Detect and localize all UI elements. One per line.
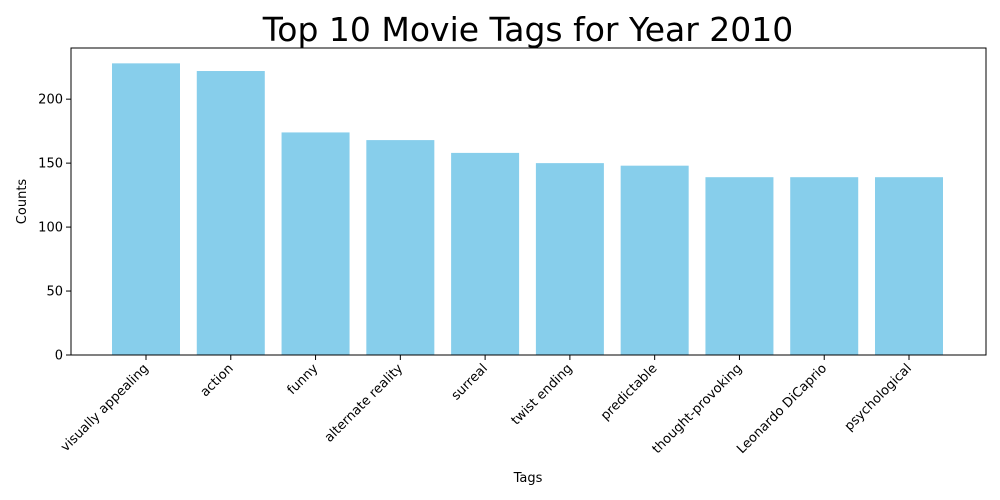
y-tick-label: 200 bbox=[38, 93, 63, 108]
y-tick-label: 0 bbox=[55, 349, 63, 364]
bar-visually-appealing bbox=[112, 63, 180, 355]
bar-twist-ending bbox=[535, 163, 604, 356]
bar-funny bbox=[281, 132, 350, 355]
plot-area-frame bbox=[70, 47, 987, 356]
y-tick-label: 100 bbox=[38, 221, 63, 236]
chart-title: Top 10 Movie Tags for Year 2010 bbox=[262, 10, 794, 49]
bar-thought-provoking bbox=[705, 177, 774, 355]
bar-leonardo-dicaprio bbox=[790, 177, 859, 355]
bar-predictable bbox=[620, 165, 689, 355]
y-tick-label: 150 bbox=[38, 157, 63, 172]
x-axis-label: Tags bbox=[513, 471, 543, 486]
y-tick-label: 50 bbox=[46, 285, 63, 300]
bar-action bbox=[196, 71, 265, 356]
bar-alternate-reality bbox=[366, 140, 435, 355]
y-axis-ticks: 0 50 100 150 200 bbox=[38, 93, 71, 364]
y-axis-label: Counts bbox=[15, 179, 30, 225]
bar-psychological bbox=[875, 177, 943, 355]
bar-surreal bbox=[451, 152, 520, 355]
bars-layer bbox=[112, 63, 943, 356]
